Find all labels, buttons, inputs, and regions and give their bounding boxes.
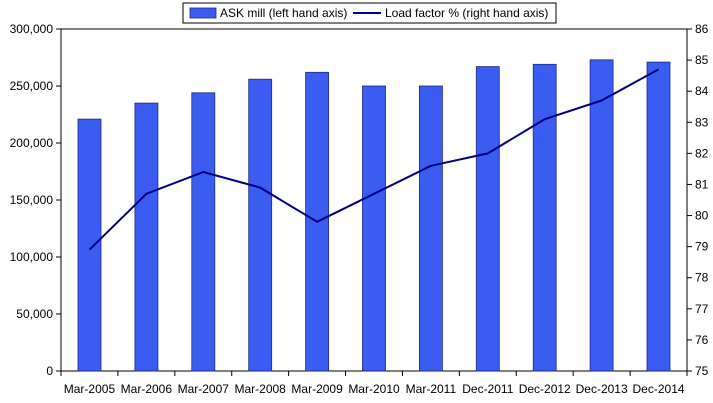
left-axis-tick-label: 150,000 <box>10 193 54 207</box>
bar-mar-2007 <box>191 92 216 372</box>
bar-series <box>77 59 671 372</box>
bar-mar-2010 <box>362 85 386 372</box>
right-axis-tick-label: 86 <box>695 22 709 36</box>
left-axis-tick-label: 200,000 <box>10 136 54 150</box>
right-axis-tick-label: 82 <box>695 146 709 160</box>
right-axis-tick-label: 83 <box>695 115 709 129</box>
x-axis-tick-label: Mar-2005 <box>64 382 116 396</box>
x-axis-tick-label: Mar-2009 <box>291 382 343 396</box>
bar-dec-2011 <box>475 66 500 372</box>
line-series <box>88 68 659 251</box>
right-axis-tick-label: 84 <box>695 84 709 98</box>
x-axis-tick-label: Mar-2006 <box>121 382 173 396</box>
bar-mar-2008 <box>248 78 273 372</box>
bar-mar-2005 <box>77 118 102 372</box>
left-axis-tick-label: 300,000 <box>10 22 54 36</box>
left-axis-tick-label: 50,000 <box>16 307 53 321</box>
legend-label-ask: ASK mill (left hand axis) <box>220 6 347 20</box>
right-axis-tick-label: 77 <box>695 302 709 316</box>
right-axis-tick-label: 76 <box>695 333 709 347</box>
x-axis-tick-label: Dec-2012 <box>519 382 571 396</box>
x-axis-tick-label: Dec-2014 <box>633 382 685 396</box>
legend-swatch-ask <box>189 7 217 19</box>
bar-dec-2012 <box>532 63 557 372</box>
x-axis-tick-label: Dec-2011 <box>462 382 513 396</box>
x-axis-tick-label: Mar-2008 <box>235 382 287 396</box>
left-axis-tick-label: 0 <box>46 364 53 378</box>
right-axis-tick-label: 85 <box>695 53 709 67</box>
bar-mar-2011 <box>418 85 443 372</box>
legend: ASK mill (left hand axis) Load factor % … <box>182 2 557 24</box>
bar-dec-2013 <box>589 59 614 372</box>
x-axis-tick-label: Mar-2011 <box>406 382 457 396</box>
legend-label-load-factor: Load factor % (right hand axis) <box>385 6 548 20</box>
right-axis-tick-label: 78 <box>695 271 709 285</box>
x-axis-tick-label: Mar-2007 <box>178 382 230 396</box>
right-axis-tick-label: 75 <box>695 364 709 378</box>
left-axis-tick-label: 100,000 <box>10 250 54 264</box>
left-axis-tick-label: 250,000 <box>10 79 54 93</box>
right-axis-tick-label: 79 <box>695 240 709 254</box>
right-axis-tick-label: 81 <box>695 177 709 191</box>
load-factor-line <box>88 68 659 251</box>
x-axis-tick-label: Mar-2010 <box>348 382 400 396</box>
bar-dec-2014 <box>646 61 671 372</box>
x-axis-tick-label: Dec-2013 <box>576 382 628 396</box>
axes: 0 50,000 100,000 150,000 200,000 250,000 300,0… <box>10 22 709 396</box>
right-axis-tick-label: 80 <box>695 209 709 223</box>
bar-mar-2006 <box>134 102 159 372</box>
